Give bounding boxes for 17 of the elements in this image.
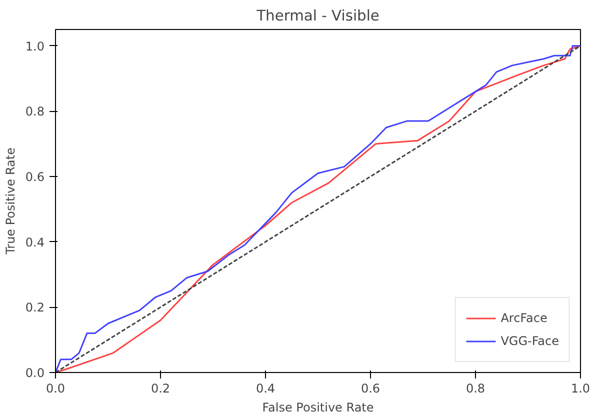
y-tick-label: 0.4 bbox=[25, 235, 45, 250]
x-tick-label: 0.8 bbox=[466, 382, 486, 396]
x-axis-title: False Positive Rate bbox=[262, 400, 374, 414]
legend-label: ArcFace bbox=[500, 311, 548, 325]
x-tick-label: 0.0 bbox=[46, 382, 66, 396]
y-axis-title: True Positive Rate bbox=[3, 148, 18, 256]
y-tick-label: 0.2 bbox=[25, 300, 45, 315]
y-tick-label: 0.0 bbox=[25, 366, 45, 380]
chart-title: Thermal - Visible bbox=[256, 8, 380, 24]
y-tick-label: 0.8 bbox=[25, 104, 45, 119]
x-tick-label: 1.0 bbox=[570, 382, 590, 396]
x-tick-label: 0.2 bbox=[150, 382, 170, 396]
y-tick-label: 1.0 bbox=[25, 39, 45, 54]
legend-label: VGG-Face bbox=[500, 334, 559, 348]
x-tick-label: 0.4 bbox=[256, 382, 276, 396]
x-tick-label: 0.6 bbox=[360, 382, 380, 396]
y-tick-label: 0.6 bbox=[25, 170, 45, 184]
